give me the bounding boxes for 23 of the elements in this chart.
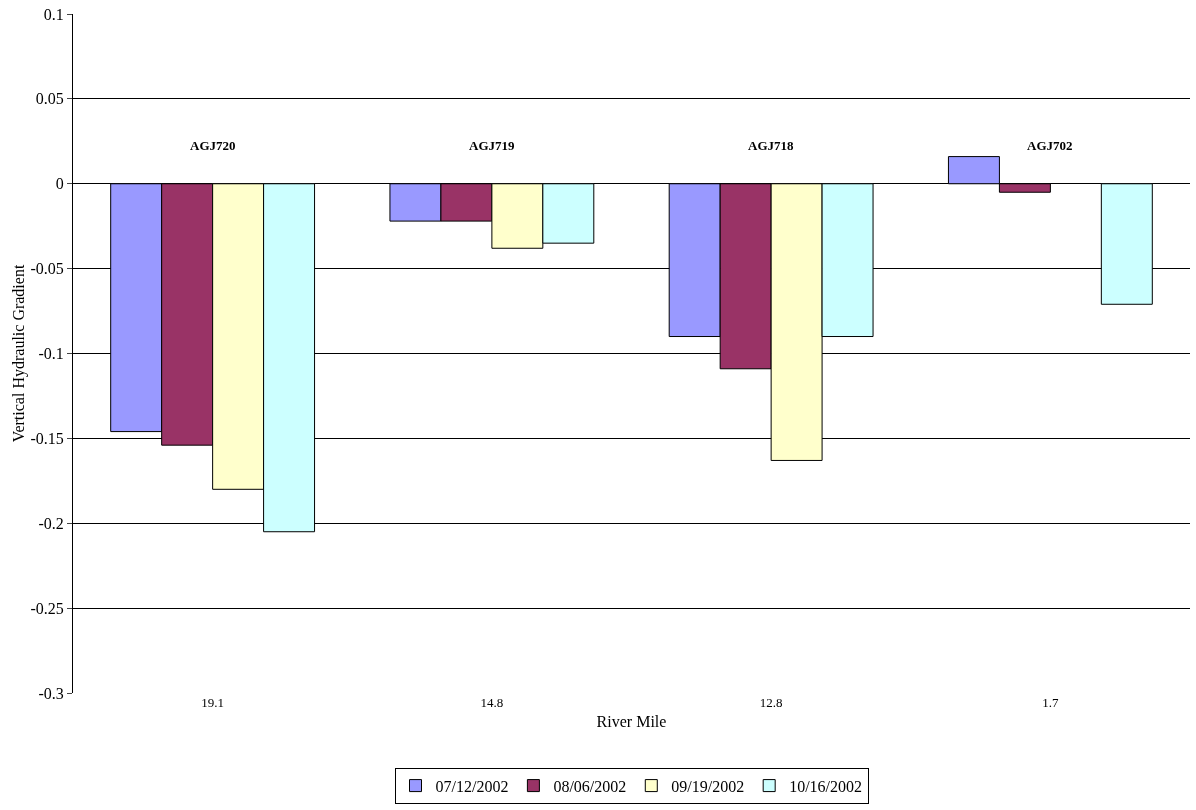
legend-label: 07/12/2002 [435,777,509,795]
annotation: AGJ720 [190,138,236,153]
y-tick-label: -0.25 [30,599,64,617]
legend-label: 09/19/2002 [671,777,745,795]
x-tick-label: 19.1 [201,695,225,710]
y-tick-label: 0.1 [43,5,64,23]
annotation: AGJ702 [1027,138,1073,153]
x-tick-label: 12.8 [759,695,783,710]
x-tick-label: 14.8 [480,695,504,710]
annotation: AGJ719 [469,138,515,153]
y-tick-label: -0.15 [30,429,64,447]
y-tick-label: -0.1 [38,345,64,363]
x-axis-title: River Mile [596,712,667,730]
legend-label: 08/06/2002 [553,777,627,795]
legend-label: 10/16/2002 [789,777,863,795]
annotation: AGJ718 [748,138,794,153]
y-tick-label: -0.05 [30,260,64,278]
y-tick-label: 0 [55,175,64,193]
y-tick-label: 0.05 [35,90,64,108]
y-tick-label: -0.3 [38,684,64,702]
y-tick-label: -0.2 [38,514,64,532]
y-axis-title: Vertical Hydraulic Gradient [10,264,29,443]
x-tick-label: 1.7 [1042,695,1060,710]
